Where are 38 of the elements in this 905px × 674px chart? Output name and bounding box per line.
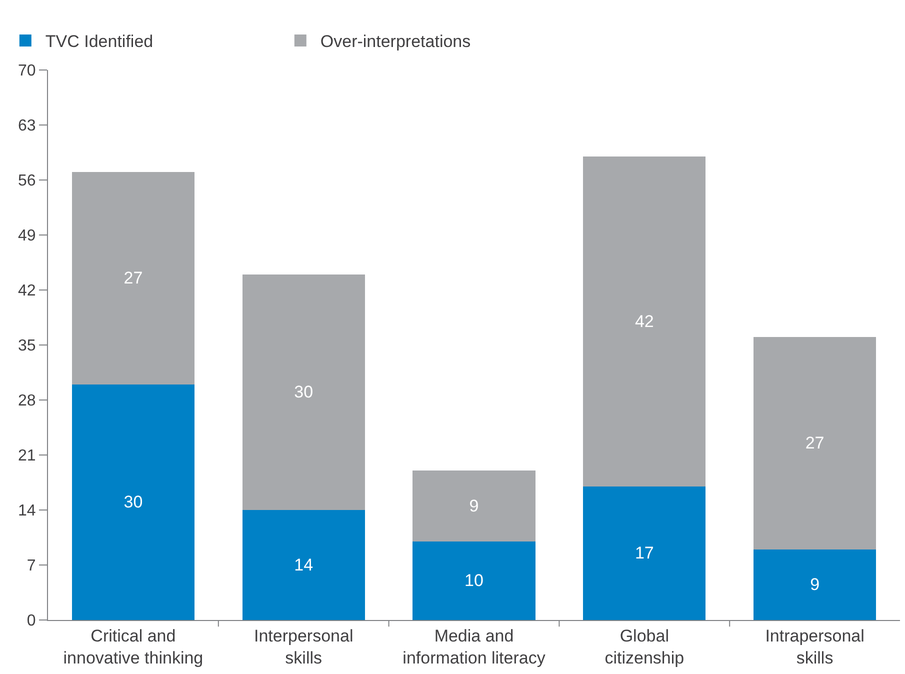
y-tick-label: 70 bbox=[18, 62, 36, 80]
x-tick-label: Media and information literacy bbox=[402, 626, 546, 668]
x-tick-label: Interpersonal skills bbox=[254, 626, 354, 668]
y-tick-label: 35 bbox=[18, 338, 36, 355]
bar bbox=[242, 510, 365, 620]
bar bbox=[72, 172, 195, 384]
data-label: 9 bbox=[810, 575, 820, 594]
data-label: 27 bbox=[805, 434, 824, 453]
data-label: 30 bbox=[124, 492, 143, 512]
bar bbox=[72, 384, 195, 620]
y-tick-label: 42 bbox=[18, 282, 36, 300]
y-tick-label: 56 bbox=[18, 172, 36, 190]
bar bbox=[753, 549, 876, 620]
x-tick-label: Critical and innovative thinking bbox=[63, 626, 204, 668]
data-label: 17 bbox=[634, 544, 654, 563]
bar bbox=[583, 156, 706, 486]
y-tick-label: 63 bbox=[18, 118, 36, 135]
bar bbox=[583, 486, 706, 620]
x-tick-label: Intrapersonal skills bbox=[765, 626, 864, 668]
bar bbox=[412, 470, 536, 542]
legend-label: TVC Identified bbox=[45, 32, 154, 52]
data-label: 10 bbox=[464, 571, 484, 590]
x-tick-label: Global citizenship bbox=[604, 626, 684, 668]
y-tick-label: 14 bbox=[18, 502, 36, 520]
y-tick-label: 0 bbox=[26, 612, 36, 630]
data-label: 14 bbox=[294, 556, 314, 574]
data-label: 42 bbox=[634, 312, 654, 331]
data-label: 30 bbox=[294, 382, 314, 402]
y-tick-label: 28 bbox=[18, 392, 36, 410]
data-label: 27 bbox=[124, 268, 143, 288]
legend-label: Over-interpretations bbox=[320, 32, 471, 52]
y-tick-label: 21 bbox=[18, 448, 36, 465]
bar bbox=[242, 274, 365, 510]
bar bbox=[412, 541, 536, 620]
y-tick-label: 49 bbox=[18, 228, 36, 245]
bar bbox=[753, 337, 876, 550]
y-tick-label: 7 bbox=[26, 558, 36, 575]
data-label: 9 bbox=[469, 496, 479, 516]
